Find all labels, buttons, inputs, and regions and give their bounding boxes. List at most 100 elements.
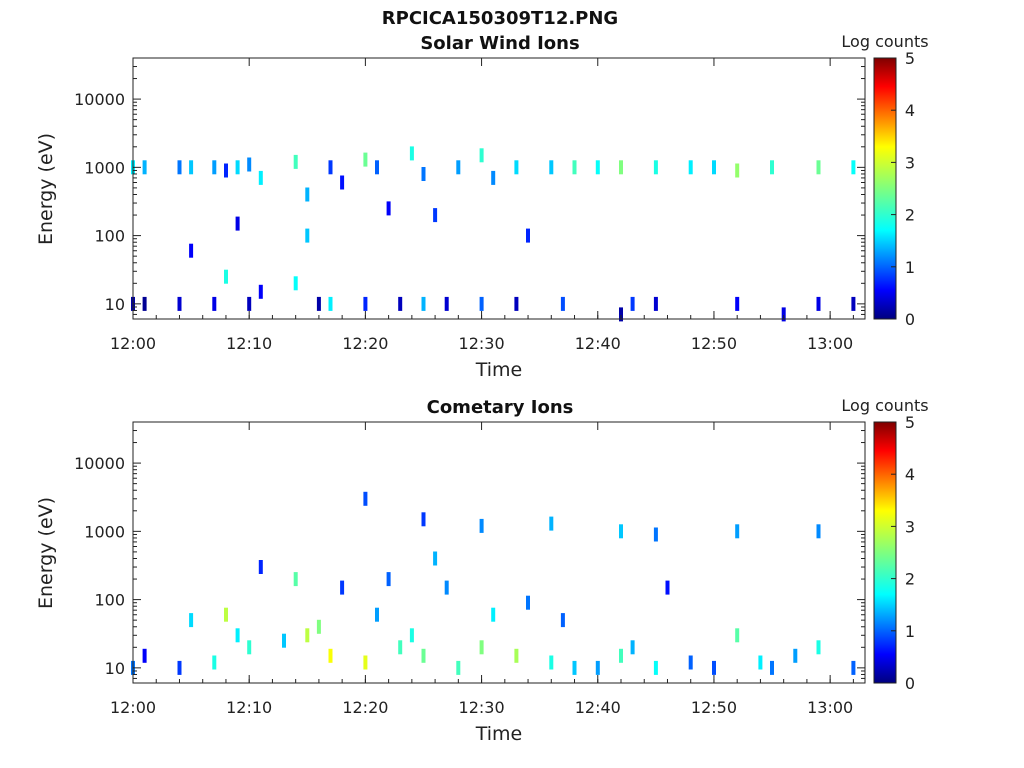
heatmap-cell: [712, 160, 716, 175]
heatmap-cell: [189, 243, 194, 258]
y-ticks: 10 100 1000 10000: [74, 421, 865, 684]
x-ticks: 12:00 12:10 12:20 12:30 12:40 12:50 13:00: [110, 422, 854, 717]
x-tick-label: 12:00: [110, 334, 156, 353]
heatmap-cell: [235, 628, 240, 643]
heatmap-cell: [409, 628, 414, 643]
heatmap-cell: [189, 613, 194, 628]
colorbar-title: Log counts: [841, 32, 928, 51]
y-tick-label: 1000: [84, 522, 125, 541]
heatmap-cell: [479, 640, 484, 655]
heatmap-cell: [363, 152, 368, 167]
heatmap-cell: [340, 175, 345, 190]
y-tick-label: 10: [105, 295, 125, 314]
colorbar-tick-label: 5: [905, 413, 915, 432]
heatmap-cell: [212, 655, 217, 670]
heatmap-cell: [212, 296, 217, 311]
colorbar-tick-label: 2: [905, 570, 915, 589]
heatmap-cell: [851, 660, 856, 675]
heatmap-cell: [526, 228, 530, 243]
colorbar-tick-label: 0: [905, 310, 915, 329]
heatmap-cell: [665, 580, 670, 595]
heatmap-cell: [479, 518, 484, 533]
heatmap-cell: [224, 163, 228, 178]
colorbar-tick-label: 3: [905, 153, 915, 172]
heatmap-cell: [340, 580, 345, 595]
heatmap-cell: [177, 296, 182, 311]
x-tick-label: 13:00: [807, 334, 853, 353]
heatmap-cell: [514, 648, 519, 663]
figure-title: RPCICA150309T12.PNG: [382, 8, 618, 29]
heatmap-cell: [293, 154, 298, 169]
plot-frame: [132, 421, 866, 684]
heatmap-cell: [630, 640, 635, 655]
heatmap-cell: [375, 160, 379, 175]
heatmap-cell: [653, 160, 658, 175]
heatmap-cell: [433, 208, 438, 223]
heatmap-cell: [619, 648, 623, 663]
heatmap-cell: [142, 296, 147, 311]
x-tick-label: 12:40: [575, 334, 621, 353]
heatmap-cell: [224, 269, 228, 284]
heatmap-cell: [142, 648, 147, 663]
heatmap-cell: [421, 648, 426, 663]
heatmap-cell: [712, 660, 716, 675]
y-axis-label: Energy (eV): [35, 133, 57, 245]
heatmap-cell: [177, 160, 182, 175]
heatmap-cell: [572, 660, 577, 675]
heatmap-cells: [131, 491, 856, 675]
heatmap-cell: [653, 527, 658, 542]
heatmap-cell: [479, 296, 484, 311]
colorbar-tick-label: 1: [905, 622, 915, 641]
heatmap-cell: [316, 619, 321, 634]
y-ticks: 10 100 1000 10000: [74, 57, 865, 320]
heatmap-cell: [305, 628, 310, 643]
colorbar-ticks: 0 1 2 3 4 5: [891, 49, 915, 329]
heatmap-cell: [560, 296, 565, 311]
heatmap-cell: [409, 146, 414, 161]
x-tick-label: 12:10: [226, 698, 272, 717]
x-axis-label: Time: [475, 723, 523, 745]
heatmap-cell: [142, 160, 147, 175]
colorbar-tick-label: 2: [905, 206, 915, 225]
y-tick-label: 100: [94, 227, 125, 246]
heatmap-cell: [444, 580, 449, 595]
y-tick-label: 100: [94, 591, 125, 610]
heatmap-cell: [258, 170, 263, 185]
heatmap-cell: [735, 296, 740, 311]
heatmap-cell: [398, 296, 403, 311]
heatmap-cell: [177, 660, 182, 675]
heatmap-cell: [363, 655, 368, 670]
x-tick-label: 12:20: [342, 334, 388, 353]
panel-title: Cometary Ions: [427, 397, 574, 418]
heatmap-cell: [421, 296, 426, 311]
colorbar: [873, 57, 897, 320]
colorbar-tick-label: 1: [905, 258, 915, 277]
heatmap-cell: [456, 660, 461, 675]
heatmap-cell: [619, 524, 623, 539]
heatmap-cell: [735, 524, 740, 539]
heatmap-cell: [375, 607, 379, 622]
heatmap-cell: [735, 163, 740, 178]
x-tick-label: 12:10: [226, 334, 272, 353]
heatmap-cell: [479, 148, 484, 163]
heatmap-cell: [328, 160, 333, 175]
x-tick-label: 12:40: [575, 698, 621, 717]
heatmap-cell: [224, 607, 228, 622]
heatmap-cell: [514, 160, 519, 175]
y-tick-label: 10: [105, 659, 125, 678]
heatmap-cell: [560, 613, 565, 628]
y-tick-label: 1000: [84, 158, 125, 177]
y-tick-label: 10000: [74, 454, 125, 473]
y-tick-label: 10000: [74, 90, 125, 109]
heatmap-cell: [549, 160, 554, 175]
heatmap-cell: [247, 296, 252, 311]
x-tick-label: 13:00: [807, 698, 853, 717]
heatmap-cell: [549, 655, 554, 670]
heatmap-cell: [549, 516, 554, 531]
heatmap-cell: [851, 160, 856, 175]
heatmap-cell: [781, 307, 786, 322]
x-tick-label: 12:20: [342, 698, 388, 717]
heatmap-cell: [514, 296, 519, 311]
